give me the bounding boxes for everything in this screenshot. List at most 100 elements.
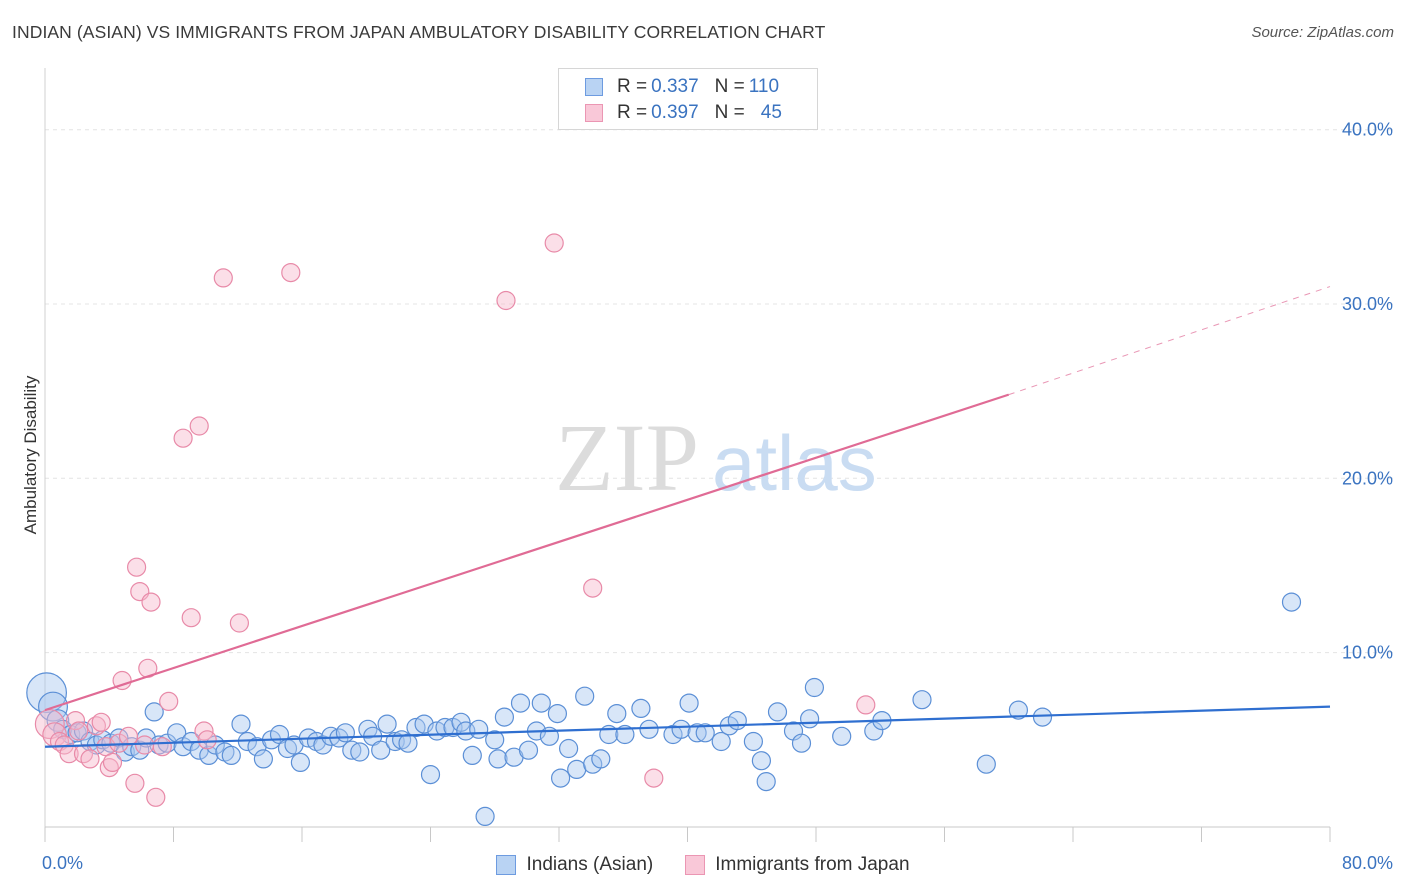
japan-trend-extension	[1008, 286, 1331, 396]
japan-point	[135, 735, 155, 755]
indians-point	[1032, 707, 1053, 727]
indians-point	[398, 733, 418, 753]
indians-point	[199, 745, 219, 766]
indians-point	[799, 709, 820, 729]
legend-item-japan: Immigrants from Japan	[685, 854, 910, 876]
indians-point	[575, 686, 595, 706]
indians-point	[743, 731, 764, 752]
indians-point	[639, 719, 659, 739]
japan-point	[152, 737, 172, 757]
indians-point	[475, 806, 495, 827]
indians-point	[531, 693, 551, 713]
x-tick-label-min: 0.0%	[42, 853, 83, 873]
indians-point	[420, 764, 441, 785]
indians-point	[976, 754, 996, 774]
indians-point	[679, 693, 699, 713]
y-axis-title: Ambulatory Disability	[21, 375, 40, 534]
japan-point	[181, 608, 201, 628]
legend-r-label: R =	[617, 102, 648, 123]
indians-point	[485, 730, 505, 750]
x-tick-label-max: 80.0%	[1342, 853, 1393, 873]
legend-label-japan: Immigrants from Japan	[715, 854, 910, 875]
indians-point	[727, 710, 747, 731]
axis-labels: 10.0% 20.0% 30.0% 40.0% 0.0% 80.0% Ambulatory …	[21, 120, 1393, 873]
japan-point	[856, 695, 876, 715]
correlation-legend: R = 0.337 N = 110 R = 0.397 N = 45	[558, 68, 818, 130]
indians-point	[1281, 592, 1302, 612]
japan-point	[197, 730, 217, 750]
indians-point	[832, 726, 852, 746]
indians-point	[550, 768, 571, 788]
indians-point	[377, 714, 397, 734]
indians-point	[488, 749, 508, 769]
indians-point	[567, 759, 587, 780]
watermark-zip: ZIP	[555, 404, 699, 511]
japan-point	[69, 721, 89, 741]
indians-point	[342, 740, 362, 760]
trend-lines	[44, 286, 1331, 748]
indians-point	[671, 719, 691, 739]
indians-point	[607, 703, 627, 724]
japan-point	[80, 749, 100, 769]
indians-point	[864, 721, 884, 741]
indians-point	[253, 749, 273, 769]
legend-label-indians: Indians (Asian)	[526, 854, 654, 875]
indians-point	[494, 707, 514, 727]
legend-r-value: 0.337	[651, 76, 699, 97]
indians-point	[231, 714, 251, 734]
indians-point	[791, 733, 812, 753]
japan-point	[496, 290, 516, 311]
legend-swatch-blue	[585, 78, 603, 96]
indians-point	[547, 703, 568, 724]
source-label: Source: ZipAtlas.com	[1251, 24, 1394, 41]
indians-point	[912, 690, 932, 710]
indians-point	[615, 724, 635, 745]
japan-point	[112, 670, 132, 691]
indians-point	[350, 742, 370, 762]
indians-point	[469, 719, 489, 739]
indians-point	[695, 723, 715, 743]
watermark-atlas: atlas	[712, 419, 877, 507]
japan-point	[583, 578, 603, 598]
y-tick-label: 20.0%	[1342, 468, 1393, 488]
indians-point	[221, 745, 241, 766]
indians-point	[149, 735, 169, 755]
y-tick-label: 10.0%	[1342, 643, 1393, 663]
axes	[44, 68, 1331, 842]
japan-trend-line	[44, 393, 1010, 712]
indians-point	[804, 677, 825, 698]
indians-point	[510, 693, 531, 713]
indians-point	[711, 731, 731, 752]
japan-point	[99, 757, 119, 778]
japan-point	[173, 428, 193, 448]
legend-swatch-pink	[585, 104, 603, 122]
indians-point	[558, 738, 579, 759]
japan-point	[102, 752, 123, 773]
legend-n-label: N =	[714, 102, 745, 123]
legend-n-value: 110	[748, 76, 780, 97]
indians-point	[335, 723, 355, 743]
legend-r-label: R =	[617, 76, 648, 97]
legend-n-label: N =	[714, 76, 745, 97]
legend-r-value: 0.397	[651, 102, 699, 123]
japan-point	[229, 613, 249, 633]
data-points	[26, 233, 1302, 827]
indians-point	[321, 726, 341, 746]
indians-point	[591, 749, 611, 769]
japan-point	[159, 691, 179, 712]
legend-n-value: 45	[760, 102, 782, 123]
chart-title: INDIAN (ASIAN) VS IMMIGRANTS FROM JAPAN …	[12, 22, 826, 42]
japan-point	[544, 233, 564, 253]
legend-item-indians: Indians (Asian)	[496, 854, 653, 876]
japan-point	[146, 787, 166, 807]
japan-point	[127, 557, 147, 577]
indians-trend-line	[44, 705, 1331, 748]
series-legend: Indians (Asian) Immigrants from Japan	[0, 852, 1406, 878]
indians-point	[451, 712, 471, 732]
indians-point	[756, 771, 776, 792]
indians-point	[144, 702, 164, 722]
indians-point	[1008, 700, 1029, 720]
japan-point	[118, 726, 139, 746]
japan-point	[91, 712, 111, 732]
